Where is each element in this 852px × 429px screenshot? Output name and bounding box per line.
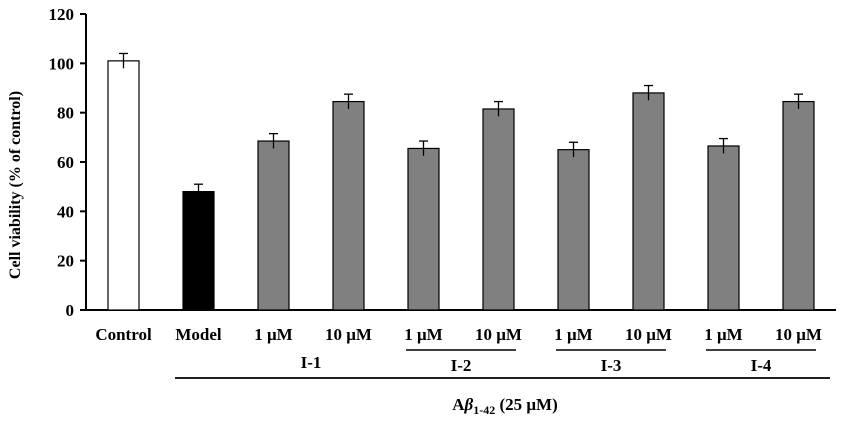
category-label: 10 μM — [775, 325, 822, 344]
bar — [108, 61, 139, 310]
bar — [408, 148, 439, 310]
treatment-label-sub: 1-42 — [473, 403, 495, 417]
y-tick-label: 0 — [66, 301, 75, 320]
category-label: Model — [175, 325, 222, 344]
group-label: I-3 — [601, 356, 622, 375]
group-label: I-1 — [301, 353, 322, 372]
labels: Control Model 1 μM 10 μM 1 μM 10 μM 1 μM 10 μM 1… — [95, 325, 830, 378]
bar — [558, 150, 589, 310]
bar-chart: 0 20 40 60 80 100 120 Control Model 1 μM 10 μM 1 μ… — [0, 0, 852, 429]
y-axis-label: Cell viability (% of control) — [7, 91, 24, 279]
bars — [108, 53, 814, 310]
treatment-label-main: A — [452, 395, 465, 414]
y-tick-label: 100 — [49, 54, 75, 73]
bar — [633, 93, 664, 310]
y-tick-label: 60 — [57, 153, 74, 172]
category-label: 1 μM — [704, 325, 742, 344]
group-label: I-2 — [451, 356, 472, 375]
category-label: 10 μM — [625, 325, 672, 344]
group-label: I-4 — [751, 356, 772, 375]
y-tick-label: 80 — [57, 104, 74, 123]
category-label: 1 μM — [254, 325, 292, 344]
category-label: 10 μM — [475, 325, 522, 344]
y-tick-label: 120 — [49, 5, 75, 24]
category-label: 1 μM — [554, 325, 592, 344]
bar — [783, 102, 814, 310]
bar — [708, 146, 739, 310]
bar — [483, 109, 514, 310]
category-label: 10 μM — [325, 325, 372, 344]
y-tick-label: 20 — [57, 252, 74, 271]
category-label: 1 μM — [404, 325, 442, 344]
treatment-label: Aβ1-42 (25 μM) — [452, 395, 558, 417]
y-tick-label: 40 — [57, 202, 74, 221]
category-label: Control — [95, 325, 152, 344]
bar — [183, 192, 214, 310]
treatment-label-beta: β — [464, 395, 474, 414]
treatment-label-conc: (25 μM) — [495, 395, 558, 414]
bar — [258, 141, 289, 310]
bar — [333, 102, 364, 310]
